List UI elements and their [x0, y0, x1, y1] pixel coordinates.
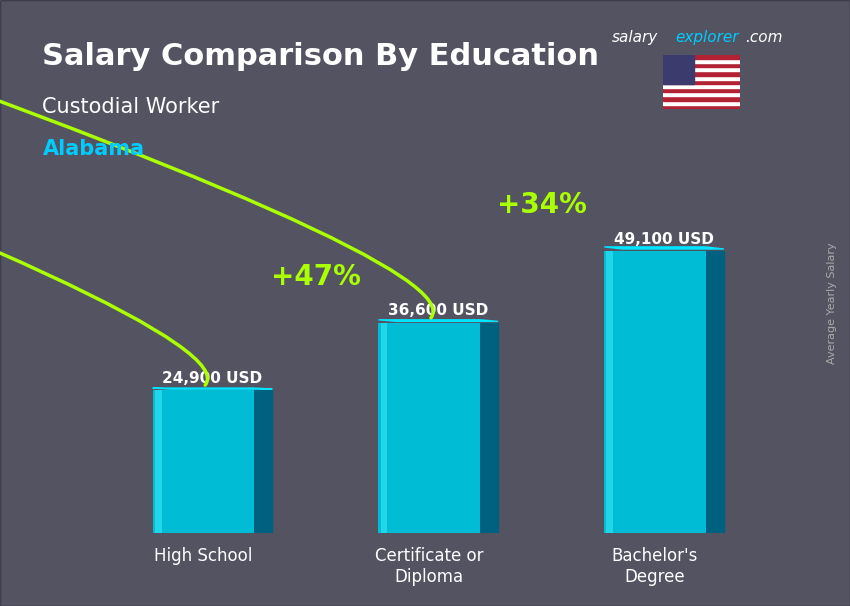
Bar: [663, 59, 740, 63]
Bar: [378, 323, 480, 533]
Text: explorer: explorer: [676, 30, 740, 45]
Bar: [604, 251, 706, 533]
Bar: [607, 251, 613, 533]
Polygon shape: [378, 320, 498, 321]
Text: +47%: +47%: [271, 263, 361, 291]
Polygon shape: [254, 390, 272, 533]
Bar: [153, 390, 254, 533]
Text: Custodial Worker: Custodial Worker: [42, 97, 220, 117]
Bar: [663, 92, 740, 96]
Bar: [663, 55, 694, 84]
Polygon shape: [480, 323, 498, 533]
Polygon shape: [604, 247, 724, 249]
Bar: [663, 101, 740, 105]
Text: Salary Comparison By Education: Salary Comparison By Education: [42, 42, 599, 72]
Text: +34%: +34%: [497, 191, 587, 219]
Bar: [663, 67, 740, 72]
Bar: [663, 76, 740, 80]
Bar: [663, 96, 740, 101]
Bar: [155, 390, 162, 533]
Text: .com: .com: [745, 30, 783, 45]
Polygon shape: [706, 251, 724, 533]
Text: Alabama: Alabama: [42, 139, 144, 159]
Bar: [663, 105, 740, 109]
Bar: [663, 55, 740, 59]
Text: Average Yearly Salary: Average Yearly Salary: [827, 242, 837, 364]
Text: 49,100 USD: 49,100 USD: [614, 231, 714, 247]
Bar: [663, 72, 740, 76]
Text: salary: salary: [612, 30, 658, 45]
Bar: [663, 84, 740, 88]
Polygon shape: [153, 388, 272, 389]
Text: 24,900 USD: 24,900 USD: [162, 371, 263, 385]
Bar: [663, 80, 740, 84]
Bar: [663, 63, 740, 67]
Text: 36,600 USD: 36,600 USD: [388, 304, 489, 318]
Bar: [381, 323, 388, 533]
Bar: [663, 88, 740, 92]
